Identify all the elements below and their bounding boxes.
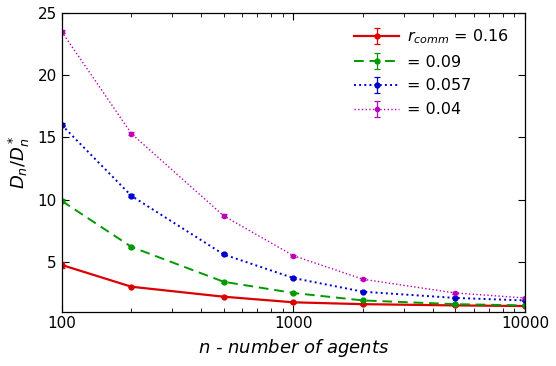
Legend: $r_{comm}$ = 0.16, = 0.09, = 0.057, = 0.04: $r_{comm}$ = 0.16, = 0.09, = 0.057, = 0.… [351, 24, 513, 120]
Y-axis label: $D_n / D_n^*$: $D_n / D_n^*$ [7, 135, 32, 189]
X-axis label: $n$ - number of agents: $n$ - number of agents [198, 337, 389, 359]
